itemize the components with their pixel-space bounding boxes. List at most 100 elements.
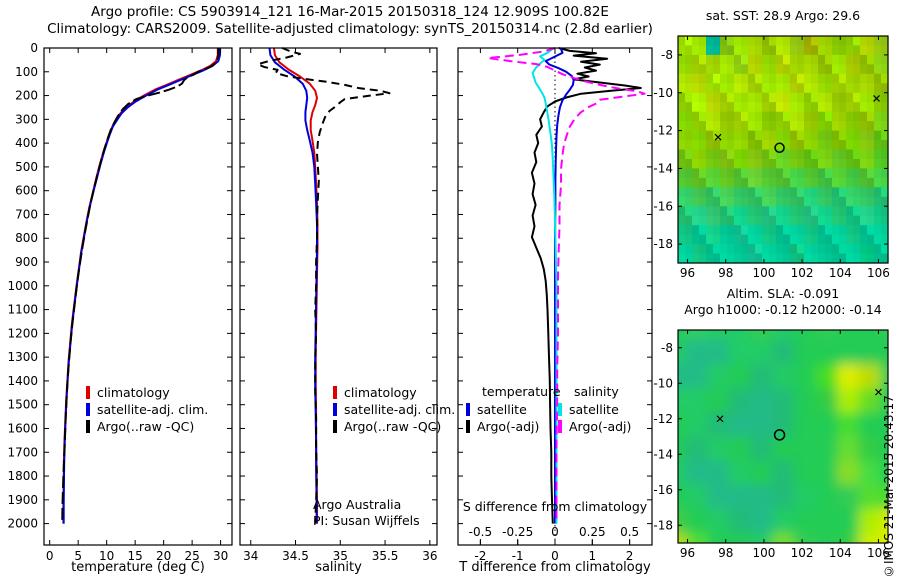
field-cell [692,83,700,94]
field-cell [860,177,868,188]
field-cell [811,196,819,207]
field-cell [811,36,819,47]
field-cell [839,234,847,245]
field-cell [750,364,774,390]
y-tick-label: 1400 [7,374,38,388]
field-cell [783,225,791,236]
field-cell [811,130,819,141]
field-cell [853,253,861,264]
field-cell [846,54,854,65]
field-cell [874,168,882,179]
field-cell [776,140,784,151]
field-cell [818,54,826,65]
field-cell [706,149,714,160]
climatology-swatch [86,386,90,399]
field-cell [699,253,707,264]
field-cell [853,177,861,188]
field-cell [825,36,833,47]
field-cell [706,73,714,84]
field-cell [748,168,756,179]
field-cell [867,206,875,217]
field-cell [713,111,721,122]
field-cell [793,532,817,543]
field-cell [720,121,728,132]
field-cell [748,225,756,236]
field-cell [748,121,756,132]
argo-raw-swatch [333,420,337,433]
field-cell [706,196,714,207]
field-cell [769,253,777,264]
field-cell [825,45,833,56]
field-cell [678,340,687,366]
field-cell [832,234,840,245]
field-cell [797,244,805,255]
legend-temperature-panel: climatology satellite-adj. clim. Argo(..… [86,384,208,435]
field-cell [860,111,868,122]
field-cell [776,64,784,75]
field-cell [860,196,868,207]
field-cell [783,54,791,65]
field-cell [685,532,709,543]
legend-salinity-panel: climatology satellite-adj. clim. Argo(..… [333,384,455,435]
field-cell [720,168,728,179]
x-tick-label: 98 [718,266,733,280]
field-cell [720,64,728,75]
field-cell [860,102,868,113]
field-cell [706,54,714,65]
field-cell [860,83,868,94]
field-cell [874,187,882,198]
field-cell [846,253,854,264]
field-cell [720,253,728,264]
legend-item: Argo(..raw -QC) [333,418,455,435]
field-cell [874,215,882,226]
field-cell [692,140,700,151]
axes-box [677,35,889,264]
field-cell [734,36,742,47]
field-cell [750,412,774,438]
field-cell [793,340,817,366]
field-cell [874,54,882,65]
field-cell [797,73,805,84]
field-cell [727,159,735,170]
field-cell [811,140,819,151]
field-cell [699,64,707,75]
field-cell [832,253,840,264]
field-cell [874,73,882,84]
field-cell [692,102,700,113]
legend-label: climatology [97,384,170,400]
field-cell [815,330,839,342]
field-cell [860,92,868,103]
field-cell [727,168,735,179]
field-cell [762,54,770,65]
field-cell [776,206,784,217]
x-tick-label: 25 [184,549,199,563]
field-cell [685,121,693,132]
field-cell [874,177,882,188]
field-cell [818,45,826,56]
y-tick-label: 600 [15,184,38,198]
field-cell [832,130,840,141]
axes-box [239,47,438,546]
field-cell [772,508,795,534]
field-cell [881,102,889,113]
s-tick-label: -0.25 [502,525,533,539]
field-cell [685,36,693,47]
field-cell [685,364,709,390]
field-cell [734,111,742,122]
field-cell [874,64,882,75]
field-cell [874,102,882,113]
field-cell [706,140,714,151]
field-cell [881,159,889,170]
field-cell [818,36,826,47]
field-cell [839,54,847,65]
field-cell [783,83,791,94]
field-cell [755,140,763,151]
field-cell [692,159,700,170]
field-cell [707,412,730,438]
field-cell [837,508,860,534]
field-cell [825,54,833,65]
field-cell [874,45,882,56]
field-cell [858,412,882,438]
field-cell [727,234,735,245]
field-cell [790,244,798,255]
